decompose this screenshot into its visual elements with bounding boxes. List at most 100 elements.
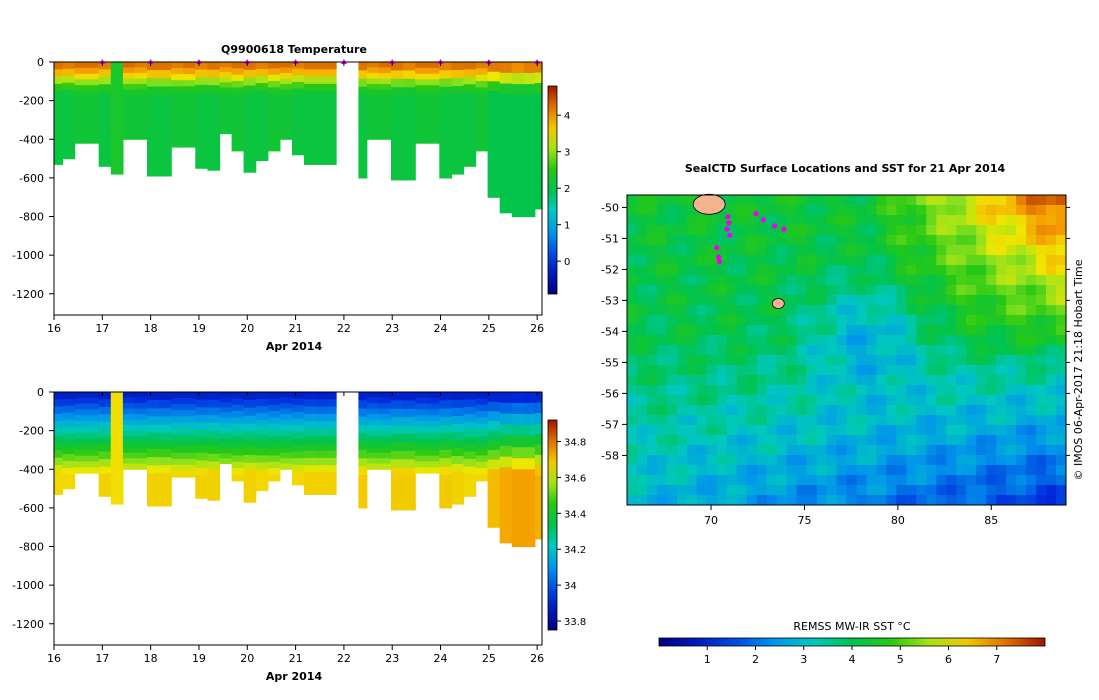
profile-cell bbox=[415, 432, 428, 439]
profile-cell bbox=[378, 463, 392, 470]
sst-cell bbox=[866, 205, 877, 216]
profile-cell bbox=[415, 79, 428, 86]
profile-cell bbox=[292, 68, 305, 76]
profile-cell bbox=[171, 92, 184, 99]
sst-cell bbox=[936, 205, 947, 216]
profile-cell bbox=[147, 481, 160, 491]
profile-cell bbox=[98, 106, 112, 115]
sst-cell bbox=[647, 435, 658, 446]
sst-cell bbox=[746, 315, 758, 326]
profile-cell bbox=[110, 110, 124, 119]
profile-cell bbox=[171, 440, 184, 448]
profile-cell bbox=[183, 86, 196, 93]
sst-cell bbox=[906, 435, 917, 446]
profile-cell bbox=[122, 100, 136, 107]
sst-cell bbox=[936, 215, 947, 226]
sst-cell bbox=[986, 445, 997, 456]
profile-cell bbox=[74, 119, 88, 127]
temperature-axes-frame bbox=[53, 61, 543, 316]
sst-row bbox=[627, 375, 1067, 386]
profile-cell bbox=[62, 405, 76, 414]
profile-cell bbox=[499, 191, 513, 203]
sst-cell bbox=[896, 295, 907, 306]
sst-cell bbox=[986, 435, 997, 446]
profile-cell bbox=[292, 471, 305, 479]
profile-cell bbox=[159, 497, 172, 507]
sst-cell bbox=[637, 275, 648, 286]
profile-cell bbox=[62, 96, 76, 104]
profile-cell bbox=[475, 87, 489, 95]
sst-cell bbox=[716, 385, 728, 396]
sst-cell bbox=[776, 485, 788, 496]
sst-cell bbox=[1046, 305, 1057, 316]
sst-cell bbox=[746, 225, 758, 236]
profile-column bbox=[451, 62, 465, 175]
sst-cell bbox=[637, 355, 648, 366]
lat-tick-label: -55 bbox=[601, 356, 619, 369]
sst-cell bbox=[716, 415, 728, 426]
profile-cell bbox=[366, 133, 380, 140]
x-tick-label: 17 bbox=[95, 652, 109, 665]
profile-cell bbox=[366, 106, 380, 113]
profile-cell bbox=[183, 464, 196, 472]
sst-cell bbox=[627, 395, 638, 406]
profile-cell bbox=[255, 132, 269, 140]
sst-cell bbox=[746, 345, 758, 356]
profile-cell bbox=[403, 104, 416, 114]
sst-cell bbox=[716, 275, 728, 286]
sst-cell bbox=[1036, 425, 1047, 436]
profile-cell bbox=[534, 423, 543, 435]
sst-cell bbox=[936, 395, 947, 406]
profile-cell bbox=[86, 455, 100, 463]
sst-cell bbox=[637, 465, 648, 476]
profile-cell bbox=[110, 158, 124, 167]
profile-cell bbox=[267, 417, 281, 425]
sst-cell bbox=[876, 385, 887, 396]
profile-cell bbox=[279, 414, 293, 421]
sst-cell bbox=[826, 295, 837, 306]
sst-cell bbox=[996, 245, 1007, 256]
profile-cell bbox=[463, 406, 477, 415]
sst-cell bbox=[826, 345, 837, 356]
sst-cell bbox=[886, 245, 897, 256]
sst-cell bbox=[956, 195, 967, 206]
sst-cell bbox=[926, 345, 937, 356]
sst-cell bbox=[836, 385, 847, 396]
sst-cell bbox=[786, 485, 798, 496]
sst-cell bbox=[836, 435, 847, 446]
sst-cell bbox=[966, 455, 977, 466]
sst-cell bbox=[776, 425, 788, 436]
sst-colorbar bbox=[658, 637, 1046, 647]
profile-cell bbox=[86, 79, 100, 86]
profile-cell bbox=[62, 110, 76, 118]
profile-cell bbox=[159, 143, 172, 153]
profile-cell bbox=[487, 440, 501, 451]
sst-cell bbox=[996, 475, 1007, 486]
sst-cell bbox=[1056, 315, 1067, 326]
sst-cell bbox=[666, 335, 678, 346]
sst-cell bbox=[1026, 325, 1037, 336]
sst-cell bbox=[696, 455, 708, 466]
sst-cell bbox=[856, 485, 867, 496]
sst-cell bbox=[706, 315, 718, 326]
profile-cell bbox=[279, 117, 293, 124]
profile-cell bbox=[110, 416, 124, 425]
sst-cell bbox=[926, 195, 937, 206]
profile-cell bbox=[391, 484, 404, 494]
profile-cell bbox=[366, 452, 380, 459]
profile-cell bbox=[378, 436, 392, 443]
sst-cell bbox=[676, 395, 688, 406]
profile-cell bbox=[487, 517, 501, 528]
sst-cell bbox=[996, 385, 1007, 396]
sst-cell bbox=[906, 375, 917, 386]
sst-cell bbox=[776, 395, 788, 406]
profile-cell bbox=[54, 113, 64, 122]
sst-cell bbox=[637, 265, 648, 276]
salinity-y-ticks: 0-200-400-600-800-1000-1200 bbox=[12, 386, 54, 631]
profile-cell bbox=[451, 440, 465, 449]
sst-cell bbox=[936, 235, 947, 246]
imos-credit-text: © IMOS 06-Apr-2017 21:18 Hobart Time bbox=[1072, 259, 1085, 480]
profile-cell bbox=[195, 407, 208, 416]
sst-cell bbox=[926, 245, 937, 256]
sst-cell bbox=[1046, 235, 1057, 246]
